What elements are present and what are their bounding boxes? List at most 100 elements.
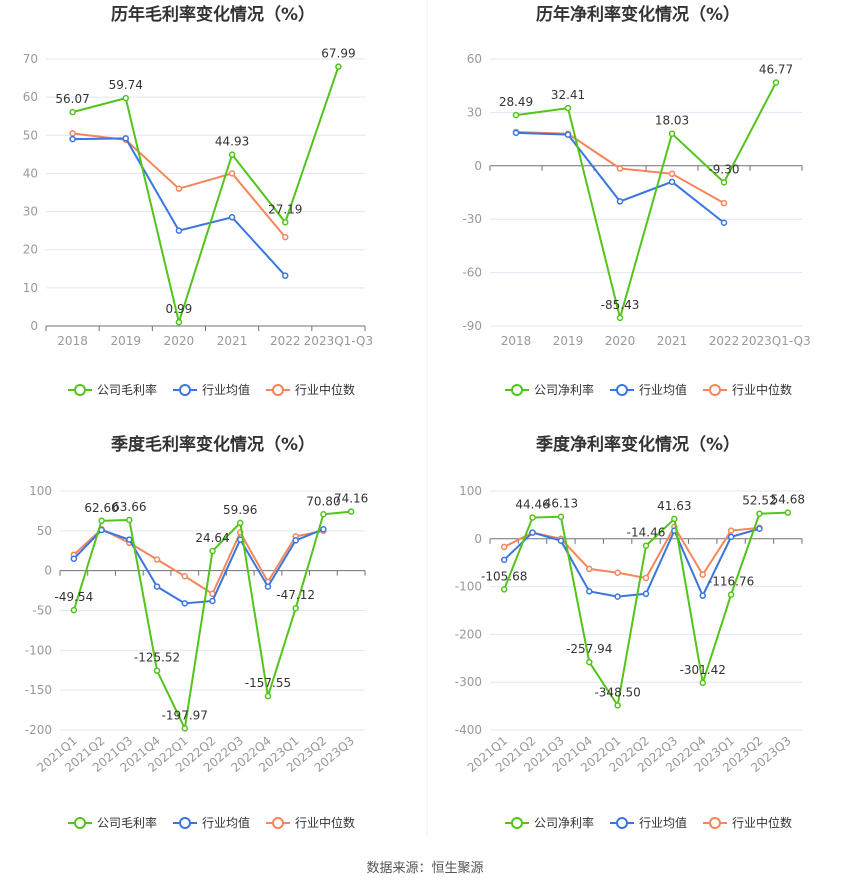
- legend-label: 公司毛利率: [97, 382, 157, 397]
- data-label: 52.52: [742, 494, 776, 508]
- x-tick-label: 2023Q1-Q3: [304, 334, 373, 348]
- data-point-avg: [586, 588, 593, 595]
- legend-circle-icon: [74, 384, 86, 396]
- legend-label: 行业均值: [639, 815, 687, 830]
- data-point-median: [181, 572, 189, 580]
- data-point-avg: [126, 536, 133, 543]
- data-point-company: [529, 514, 536, 521]
- data-point-median: [616, 165, 624, 172]
- legend-item-company[interactable]: 公司毛利率: [68, 382, 157, 397]
- legend-item-avg[interactable]: 行业均值: [610, 815, 687, 830]
- data-point-median: [699, 571, 706, 578]
- chart-panel-2: 历年净利率变化情况（%） -90 -60 -30 0 30 60 2018 2019 2020 20…: [462, 4, 810, 397]
- data-point-company: [175, 318, 183, 326]
- data-point-company: [720, 179, 728, 186]
- data-point-median: [614, 569, 621, 576]
- data-point-median: [727, 527, 735, 534]
- y-tick-label: 40: [23, 166, 38, 180]
- legend-item-avg[interactable]: 行业均值: [610, 382, 687, 397]
- legend-item-avg[interactable]: 行业均值: [173, 815, 250, 830]
- data-label: 46.13: [544, 497, 578, 511]
- data-label: 18.03: [655, 114, 689, 128]
- data-point-median: [668, 170, 676, 178]
- y-tick-label: 50: [23, 128, 38, 142]
- data-point-median: [642, 574, 650, 582]
- data-point-company: [126, 516, 133, 524]
- y-tick-label: -200: [25, 723, 52, 737]
- data-point-avg: [292, 537, 299, 544]
- data-point-company: [347, 508, 355, 515]
- data-label: 63.66: [112, 500, 146, 514]
- data-point-company: [586, 658, 593, 666]
- legend-item-company[interactable]: 公司净利率: [505, 815, 594, 830]
- y-tick-label: -50: [32, 604, 52, 618]
- data-label: 54.68: [771, 493, 805, 507]
- data-point-avg: [614, 593, 621, 600]
- series-line-median: [73, 528, 324, 596]
- legend-circle-icon: [709, 384, 721, 396]
- y-tick-label: -100: [25, 643, 52, 657]
- legend-circle-icon: [616, 384, 628, 396]
- data-label: -348.50: [594, 685, 640, 699]
- data-point-avg: [175, 227, 183, 234]
- legend-label: 行业均值: [202, 815, 250, 830]
- chart-panel-1: 历年毛利率变化情况（%） 0 10 20 30 40 50 60 70 2018 2019 2020 2…: [23, 4, 373, 397]
- data-label: -125.52: [134, 651, 180, 665]
- y-tick-label: 50: [37, 524, 52, 538]
- data-point-median: [228, 170, 236, 177]
- data-point-company: [784, 509, 792, 516]
- data-label: -301.42: [680, 663, 726, 677]
- y-tick-label: 0: [474, 532, 482, 546]
- data-label: 0.99: [166, 302, 193, 316]
- legend-item-median[interactable]: 行业中位数: [703, 815, 792, 830]
- x-tick-label: 2020: [164, 334, 195, 348]
- data-point-company: [153, 667, 161, 674]
- data-point-company: [616, 314, 624, 322]
- data-point-avg: [69, 135, 76, 143]
- data-point-company: [500, 586, 508, 593]
- data-point-median: [586, 565, 593, 573]
- y-tick-label: -200: [455, 627, 482, 641]
- data-label: -85.43: [601, 298, 640, 312]
- y-tick-label: 30: [23, 205, 38, 219]
- legend-item-avg[interactable]: 行业均值: [173, 382, 250, 397]
- data-label: -197.97: [162, 708, 208, 722]
- data-point-company: [668, 130, 676, 137]
- y-tick-label: -30: [462, 212, 482, 226]
- series-line-avg: [515, 131, 725, 224]
- legend-label: 公司净利率: [534, 815, 594, 830]
- legend-circle-icon: [179, 384, 191, 396]
- legend-item-median[interactable]: 行业中位数: [266, 815, 355, 830]
- data-label: 59.96: [223, 503, 257, 517]
- data-point-avg: [668, 178, 676, 186]
- legend-circle-icon: [511, 817, 523, 829]
- data-point-avg: [264, 583, 272, 590]
- series-line-company: [515, 82, 777, 322]
- legend-item-median[interactable]: 行业中位数: [703, 382, 792, 397]
- data-point-median: [153, 556, 161, 563]
- data-point-avg: [228, 214, 236, 221]
- legend-item-company[interactable]: 公司净利率: [505, 382, 594, 397]
- data-point-avg: [727, 533, 735, 541]
- legend-circle-icon: [511, 384, 523, 396]
- y-tick-label: -100: [455, 580, 482, 594]
- x-tick-label: 2023Q1-Q3: [741, 334, 810, 348]
- data-point-company: [557, 513, 565, 520]
- y-tick-label: 70: [23, 52, 38, 66]
- data-point-company: [236, 519, 244, 527]
- legend-item-median[interactable]: 行业中位数: [266, 382, 355, 397]
- data-point-company: [335, 63, 342, 70]
- data-point-median: [720, 199, 728, 207]
- legend-item-company[interactable]: 公司毛利率: [68, 815, 157, 830]
- chart-title: 历年毛利率变化情况（%）: [111, 4, 315, 25]
- data-label: 44.93: [215, 135, 249, 149]
- chart-title: 历年净利率变化情况（%）: [536, 4, 740, 25]
- legend-circle-icon: [272, 384, 284, 396]
- legend-label: 行业均值: [202, 382, 250, 397]
- x-tick-label: 2021: [657, 334, 688, 348]
- data-point-company: [122, 94, 129, 102]
- y-tick-label: 60: [467, 52, 482, 66]
- data-label: -157.55: [245, 676, 291, 690]
- data-point-avg: [122, 135, 129, 142]
